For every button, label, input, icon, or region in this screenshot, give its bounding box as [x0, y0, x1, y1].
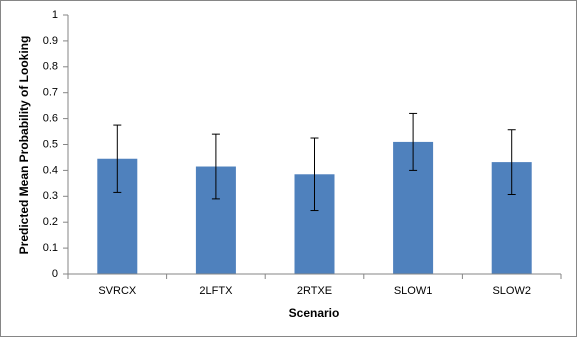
error-bar [409, 112, 418, 171]
y-tick-label: 0.2 [43, 216, 58, 228]
x-tick-label: SVRCX [98, 285, 137, 297]
x-tick-label: 2RTXE [297, 285, 332, 297]
y-tick-label: 0.9 [43, 35, 58, 47]
y-tick-label: 0.5 [43, 138, 58, 150]
y-tick-label: 0.8 [43, 61, 58, 73]
y-tick-label: 0.4 [43, 164, 58, 176]
error-bar [310, 137, 319, 212]
y-axis-title: Predicted Mean Probability of Looking [17, 36, 31, 255]
y-tick-label: 0.6 [43, 113, 58, 125]
x-axis-title: Scenario [289, 306, 340, 320]
x-tick-label: 2LFTX [199, 285, 233, 297]
error-bar [507, 129, 516, 195]
error-bar [211, 133, 220, 200]
y-tick-label: 0.7 [43, 87, 58, 99]
error-bar [113, 124, 122, 193]
y-tick-label: 0 [52, 268, 58, 280]
x-tick-label: SLOW2 [492, 285, 531, 297]
y-tick-label: 1 [52, 9, 58, 21]
y-tick-label: 0.3 [43, 190, 58, 202]
y-tick-label: 0.1 [43, 242, 58, 254]
x-tick-label: SLOW1 [394, 285, 433, 297]
